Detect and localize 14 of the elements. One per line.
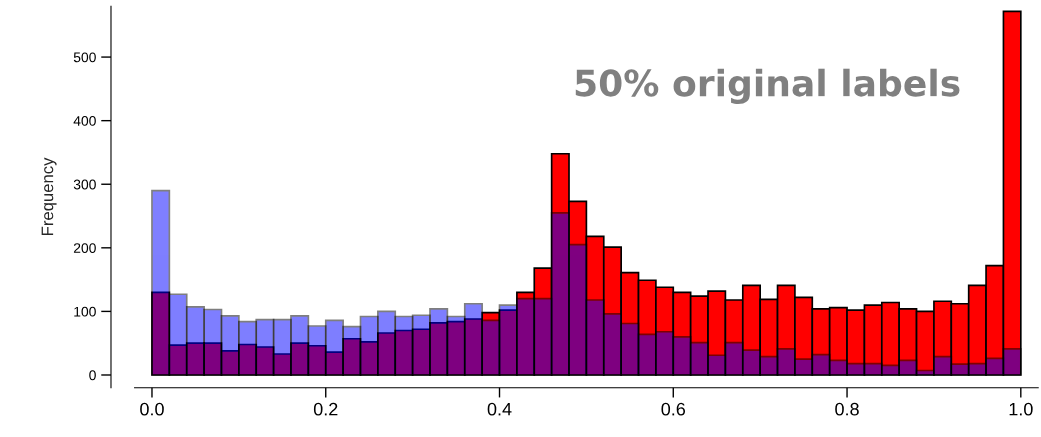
- x-tick-label: 0.4: [487, 402, 512, 416]
- y-axis-title: Frequency: [41, 157, 57, 235]
- y-tick-label: 0: [89, 370, 96, 381]
- y-tick-label: 300: [73, 179, 96, 190]
- y-tick-label: 400: [73, 115, 96, 126]
- x-tick-label: 0.2: [313, 402, 338, 416]
- y-tick-label: 100: [74, 306, 96, 317]
- x-tick-label: 0.0: [140, 402, 164, 416]
- x-tick-label: 0.6: [661, 402, 686, 416]
- x-tick-label: 1.0: [1009, 402, 1033, 416]
- y-tick-label: 500: [73, 52, 96, 63]
- annotation: 50% original labels: [575, 68, 960, 104]
- y-tick-label: 200: [73, 243, 96, 253]
- x-tick-label: 0.8: [835, 402, 859, 416]
